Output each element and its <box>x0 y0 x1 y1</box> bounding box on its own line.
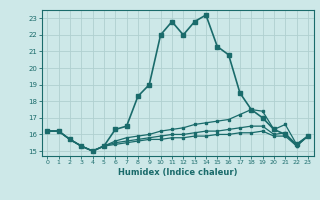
X-axis label: Humidex (Indice chaleur): Humidex (Indice chaleur) <box>118 168 237 177</box>
